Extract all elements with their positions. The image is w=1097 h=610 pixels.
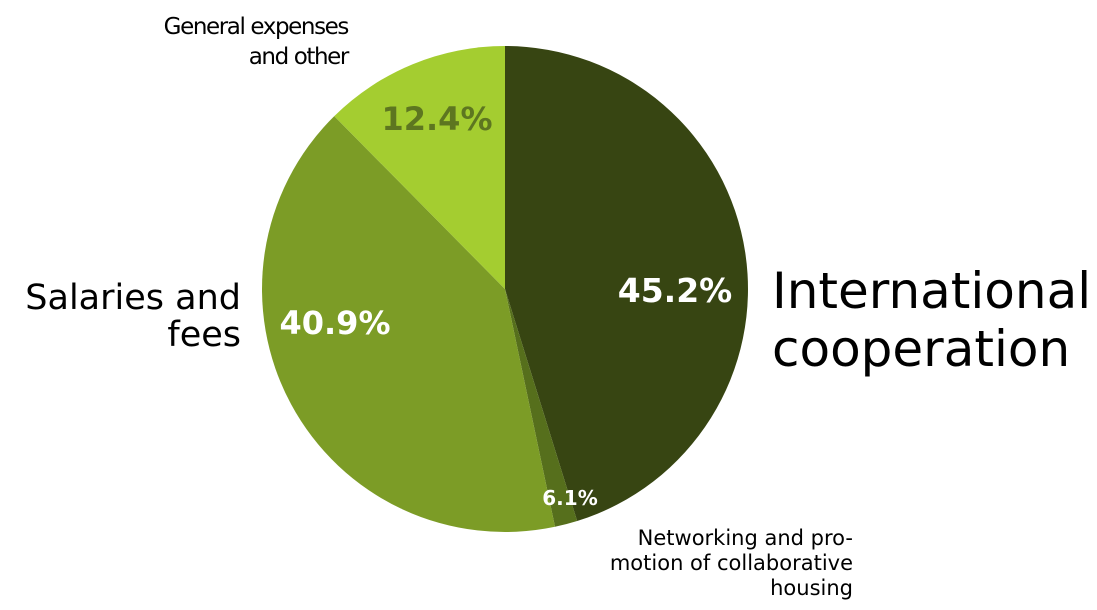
pie-slice-2 [505,289,578,527]
label-salaries-line1: Salaries and [25,278,241,318]
label-networking-line3: housing [770,576,853,600]
slice-percent-label-2: 6.1% [542,486,597,510]
pie-slice-4 [334,46,505,289]
label-networking-line1: Networking and pro- [637,526,853,550]
label-networking-promotion: Networking and pro- motion of collaborat… [610,526,853,601]
label-international-line1: International [772,262,1092,320]
slice-percent-label-4: 12.4% [381,100,492,138]
slice-percent-label-3: 40.9% [279,304,390,342]
label-networking-line2: motion of collaborative [609,551,853,575]
label-salaries-line2: fees [167,315,241,355]
pie-slice-3 [262,116,556,533]
label-international-line2: cooperation [772,320,1071,378]
label-general-line2: and other [248,44,350,70]
label-international-cooperation: International cooperation [772,262,1091,378]
label-general-expenses: General expenses and other [118,12,350,72]
label-general-line1: General expenses [163,14,350,40]
slice-percent-label-1: 45.2% [618,271,733,310]
label-salaries-and-fees: Salaries and fees [25,280,241,354]
pie-slice-1 [505,46,748,522]
